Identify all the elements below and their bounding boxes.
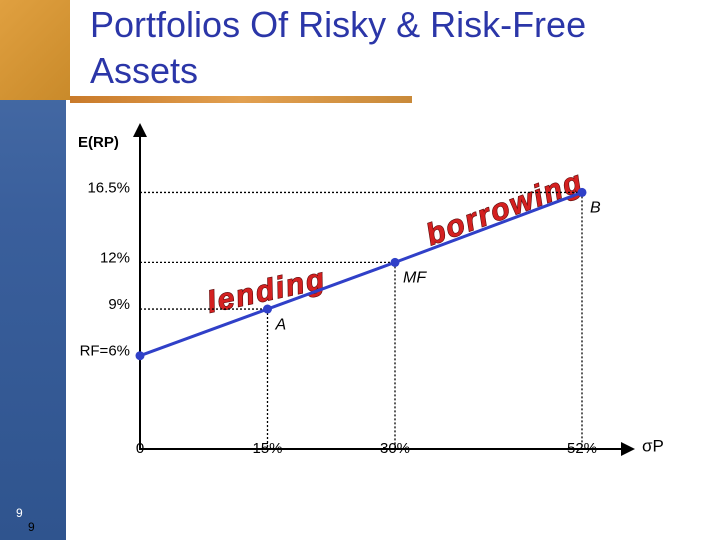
point [263, 304, 272, 314]
page-number: 9 [16, 506, 23, 520]
point [135, 351, 145, 361]
line [139, 191, 583, 358]
annotation: borrowing [422, 165, 588, 252]
point-label: MF [403, 270, 427, 287]
y-tick-label: 12% [100, 249, 130, 266]
corner-block [0, 0, 70, 100]
title-bar [70, 96, 412, 103]
x-tick-label: 15% [252, 440, 282, 457]
y-axis-label: E(RP) [78, 134, 119, 151]
point [577, 187, 587, 197]
slide-title: Portfolios Of Risky & Risk-Free Assets [90, 4, 587, 91]
y-tick-label: 9% [108, 296, 130, 313]
x-tick-label: 30% [380, 440, 410, 457]
point-label: A [275, 316, 287, 333]
x-axis-label: σP [642, 436, 664, 455]
page-number: 9 [28, 520, 35, 534]
point [390, 257, 400, 267]
point-label: B [590, 200, 601, 217]
y-tick-label: RF=6% [80, 343, 130, 360]
y-tick-label: 16.5% [87, 179, 130, 196]
